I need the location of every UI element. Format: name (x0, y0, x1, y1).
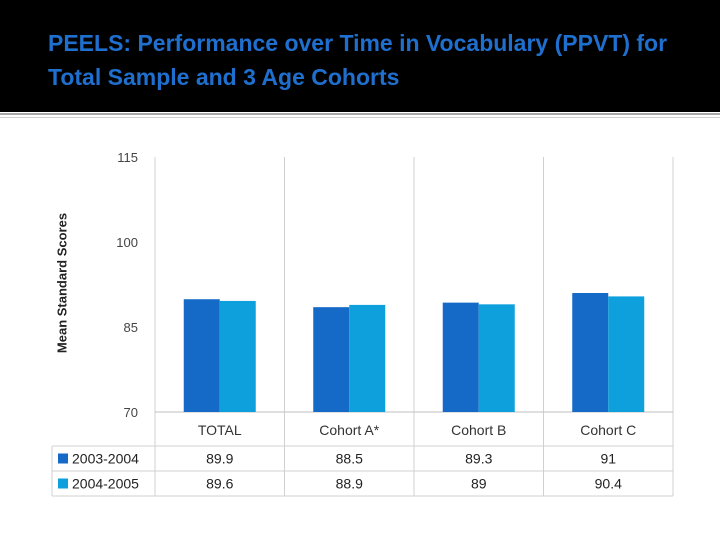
bar-1-4 (572, 293, 609, 412)
y-tick-label: 85 (124, 320, 138, 335)
category-label: TOTAL (198, 422, 242, 438)
category-label: Cohort B (451, 422, 506, 438)
slide-header: PEELS: Performance over Time in Vocabula… (0, 0, 720, 112)
category-label: Cohort A* (319, 422, 379, 438)
bar-2-4 (608, 296, 645, 412)
y-tick-label: 70 (124, 405, 138, 420)
slide-title: PEELS: Performance over Time in Vocabula… (48, 30, 668, 90)
data-label: 90.4 (595, 476, 622, 492)
data-label: 89.3 (465, 451, 492, 467)
bar-1-2 (313, 307, 350, 412)
bar-2-1 (219, 300, 256, 412)
data-label: 89.9 (206, 451, 233, 467)
category-label: Cohort C (580, 422, 636, 438)
legend-key-2 (58, 478, 68, 489)
bar-1-3 (442, 302, 479, 412)
header-divider-thin (0, 117, 720, 118)
y-tick-label: 115 (117, 150, 138, 165)
legend-series-name: 2003-2004 (72, 451, 139, 467)
data-label: 89.6 (206, 476, 233, 492)
data-label: 88.9 (336, 476, 363, 492)
bar-2-3 (478, 304, 515, 412)
y-tick-label: 100 (116, 235, 138, 250)
bar-2-2 (349, 304, 386, 412)
bar-1-1 (183, 299, 220, 412)
legend-key-1 (58, 453, 68, 464)
data-label: 91 (600, 451, 616, 467)
data-label: 88.5 (336, 451, 363, 467)
header-divider (0, 113, 720, 115)
legend-series-name: 2004-2005 (72, 476, 139, 492)
data-label: 89 (471, 476, 487, 492)
